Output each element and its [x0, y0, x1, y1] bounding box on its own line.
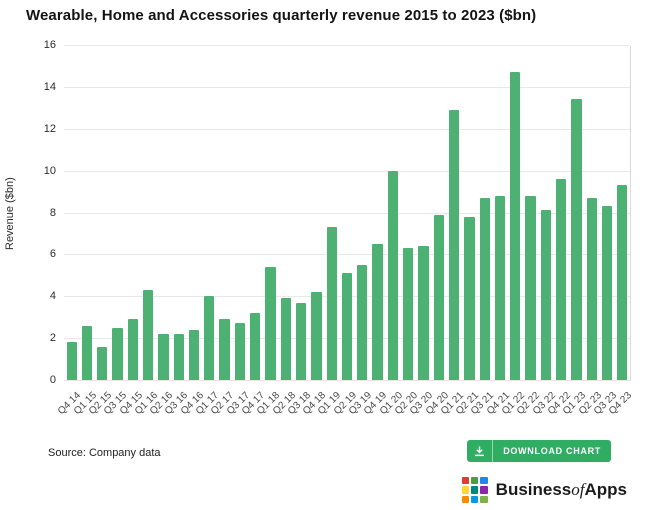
logo-square	[480, 477, 488, 485]
download-chart-label: DOWNLOAD CHART	[503, 446, 601, 456]
source-note: Source: Company data	[48, 447, 161, 459]
logo-square	[461, 495, 469, 503]
logo-square	[461, 477, 469, 485]
y-axis-tick-labels: 0 2 4 6 8 10 12 14 16	[18, 39, 56, 386]
logo-mosaic-icon	[461, 477, 488, 503]
bar-q4-22	[556, 179, 567, 380]
y-tick-label: 8	[49, 206, 56, 219]
bar-q2-19	[341, 273, 353, 380]
plot-area	[64, 45, 631, 381]
bar-q2-15	[97, 346, 108, 380]
bar-q4-14	[66, 342, 77, 380]
logo-text-business: Business	[495, 480, 572, 499]
gridline	[64, 170, 630, 172]
y-tick-label: 6	[49, 248, 56, 261]
bar-q2-20	[403, 248, 414, 380]
bar-q4-20	[433, 214, 444, 380]
logo-square	[471, 495, 479, 503]
bar-q1-16	[142, 289, 154, 380]
chart-title: Wearable, Home and Accessories quarterly…	[26, 7, 537, 24]
y-tick-label: 0	[49, 374, 56, 386]
bar-q1-21	[448, 109, 460, 380]
y-tick-label: 2	[49, 332, 56, 345]
bar-q2-22	[525, 195, 536, 380]
y-tick-label: 10	[43, 164, 56, 177]
bar-q3-19	[357, 264, 368, 380]
bar-q3-22	[540, 210, 551, 380]
gridline	[64, 212, 630, 214]
bar-q4-21	[494, 195, 506, 380]
bar-q4-18	[311, 292, 322, 380]
download-icon	[467, 440, 494, 462]
bar-q1-23	[571, 99, 582, 380]
bar-q3-16	[173, 333, 184, 380]
gridline	[64, 128, 630, 130]
gridline	[64, 254, 630, 256]
logo-square	[461, 486, 469, 494]
logo-text-of: of	[571, 480, 585, 499]
bar-q3-20	[418, 246, 429, 380]
gridline	[64, 86, 630, 88]
bar-q3-21	[479, 197, 490, 380]
bar-q2-16	[158, 333, 169, 380]
bar-q2-18	[280, 298, 291, 380]
bar-q2-21	[464, 216, 475, 380]
bar-q1-19	[326, 227, 337, 380]
bar-q3-18	[295, 302, 307, 380]
y-tick-label: 16	[43, 39, 56, 51]
gridline	[64, 380, 630, 381]
download-chart-button[interactable]: DOWNLOAD CHART	[467, 440, 611, 462]
bar-q4-15	[127, 319, 138, 380]
bar-q3-15	[112, 327, 123, 380]
logo-square	[471, 486, 479, 494]
logo-square	[471, 477, 479, 485]
y-tick-label: 12	[43, 122, 56, 135]
bar-q4-19	[372, 243, 383, 380]
logo-text-apps: Apps	[584, 480, 628, 499]
y-tick-label: 4	[49, 290, 56, 303]
bar-q4-23	[617, 185, 628, 380]
bar-q4-16	[188, 329, 200, 380]
gridline	[64, 45, 630, 46]
bar-q1-15	[81, 325, 93, 380]
bar-q1-22	[510, 72, 521, 380]
bar-q2-17	[219, 319, 230, 380]
x-axis-tick-labels: Q4 14 Q1 15 Q2 15 Q3 15 Q4 15 Q1 16 Q2 16 Q3 16…	[56, 384, 634, 434]
bar-q1-18	[265, 266, 276, 380]
bar-q1-20	[387, 170, 399, 380]
y-tick-label: 14	[43, 80, 56, 93]
bar-q2-23	[586, 197, 597, 380]
bar-q4-17	[250, 313, 261, 380]
logo-square	[480, 486, 488, 494]
bar-q1-17	[204, 296, 215, 380]
businessofapps-logo[interactable]: BusinessofApps	[461, 477, 627, 503]
bar-q3-17	[234, 323, 246, 380]
logo-square	[480, 495, 488, 503]
logo-text: BusinessofApps	[496, 480, 627, 500]
bar-q3-23	[601, 206, 613, 380]
